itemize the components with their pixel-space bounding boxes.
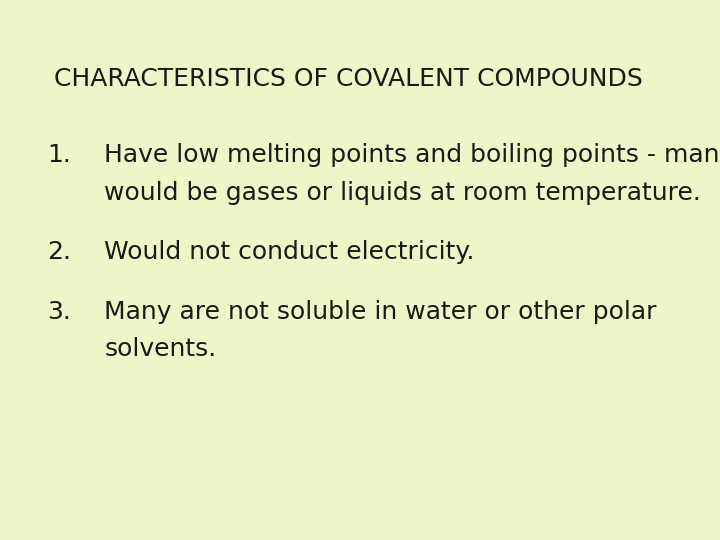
Text: would be gases or liquids at room temperature.: would be gases or liquids at room temper… xyxy=(104,181,701,205)
Text: solvents.: solvents. xyxy=(104,338,217,361)
Text: 2.: 2. xyxy=(47,240,71,264)
Text: Have low melting points and boiling points - many: Have low melting points and boiling poin… xyxy=(104,143,720,167)
Text: Would not conduct electricity.: Would not conduct electricity. xyxy=(104,240,475,264)
Text: Many are not soluble in water or other polar: Many are not soluble in water or other p… xyxy=(104,300,657,323)
Text: 3.: 3. xyxy=(47,300,71,323)
Text: 1.: 1. xyxy=(47,143,71,167)
Text: CHARACTERISTICS OF COVALENT COMPOUNDS: CHARACTERISTICS OF COVALENT COMPOUNDS xyxy=(54,68,643,91)
